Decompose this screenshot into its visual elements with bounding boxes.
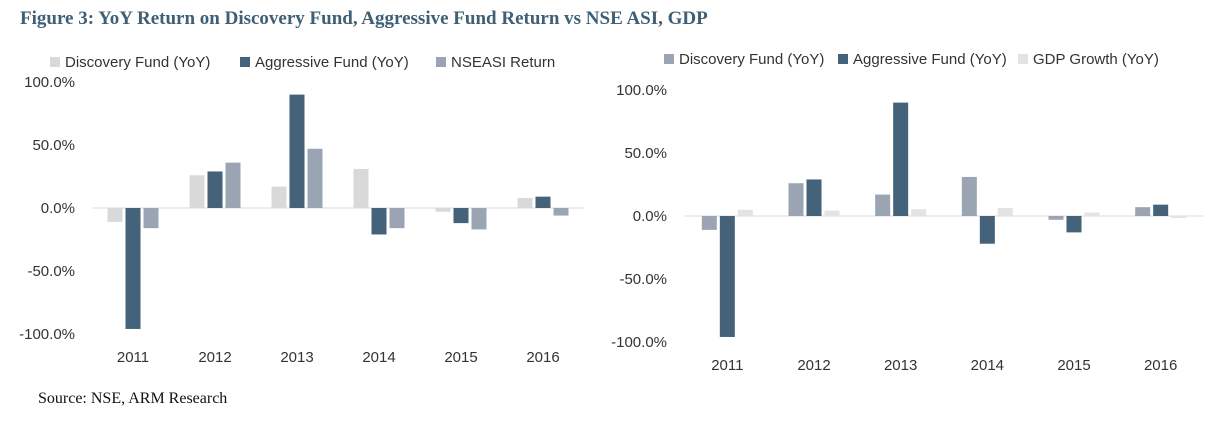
left-x-tick-label: 2012 xyxy=(198,349,231,366)
left-legend-swatch-3 xyxy=(436,57,446,67)
right-legend-swatch-1 xyxy=(664,54,674,64)
left-legend-label-1: Discovery Fund (YoY) xyxy=(65,54,210,71)
chart-right: Discovery Fund (YoY) Aggressive Fund (YoY… xyxy=(600,0,1209,380)
right-x-tick-label: 2011 xyxy=(711,357,743,374)
right-y-tick-label: 50.0% xyxy=(624,145,667,162)
left-bar-1-2016 xyxy=(517,197,533,208)
right-y-tick-label: 100.0% xyxy=(616,82,667,99)
right-y-tick-label: -50.0% xyxy=(619,271,667,288)
left-bar-1-2015 xyxy=(435,208,451,212)
right-bar-2-2011 xyxy=(719,216,735,337)
left-bar-3-2013 xyxy=(307,148,323,208)
right-bar-2-2016 xyxy=(1153,204,1169,216)
left-bar-2-2012 xyxy=(207,171,223,208)
right-bar-2-2012 xyxy=(806,179,822,216)
left-bar-3-2014 xyxy=(389,208,405,229)
left-bar-2-2014 xyxy=(371,208,387,235)
left-bar-2-2015 xyxy=(453,208,469,224)
right-y-tick-label: 0.0% xyxy=(633,208,667,225)
right-bar-1-2013 xyxy=(875,194,891,216)
left-bar-1-2014 xyxy=(353,168,369,208)
left-legend-label-3: NSEASI Return xyxy=(451,54,555,71)
chart-right-svg: Discovery Fund (YoY) Aggressive Fund (YoY… xyxy=(611,51,1204,374)
left-bar-3-2011 xyxy=(143,208,159,229)
right-bar-1-2016 xyxy=(1135,207,1151,216)
right-bar-3-2014 xyxy=(997,208,1013,216)
right-x-tick-label: 2015 xyxy=(1057,357,1090,374)
right-legend-label-3: GDP Growth (YoY) xyxy=(1033,51,1159,68)
right-bar-2-2014 xyxy=(979,216,995,244)
left-x-tick-label: 2016 xyxy=(526,349,559,366)
left-bar-2-2016 xyxy=(535,196,551,208)
right-legend-label-1: Discovery Fund (YoY) xyxy=(679,51,824,68)
chart-left: Discovery Fund (YoY) Aggressive Fund (YoY… xyxy=(0,0,600,380)
left-bar-2-2013 xyxy=(289,94,305,208)
right-bar-1-2014 xyxy=(961,176,977,216)
right-bar-3-2013 xyxy=(911,209,927,216)
right-bar-3-2016 xyxy=(1171,216,1187,219)
right-bar-1-2012 xyxy=(788,183,804,216)
left-legend-swatch-2 xyxy=(240,57,250,67)
figure-title: Figure 3: YoY Return on Discovery Fund, … xyxy=(20,8,708,29)
right-bar-2-2015 xyxy=(1066,216,1082,233)
source-note: Source: NSE, ARM Research xyxy=(38,390,228,407)
left-bar-3-2015 xyxy=(471,208,487,230)
left-y-tick-label: 0.0% xyxy=(41,200,75,217)
left-bar-3-2012 xyxy=(225,162,241,208)
right-bar-1-2015 xyxy=(1048,216,1064,220)
left-bar-1-2012 xyxy=(189,175,205,208)
right-x-tick-label: 2013 xyxy=(884,357,917,374)
left-bar-2-2011 xyxy=(125,208,141,329)
right-legend-swatch-2 xyxy=(838,54,848,64)
right-y-tick-label: -100.0% xyxy=(611,334,667,351)
left-legend-swatch-1 xyxy=(50,57,60,67)
left-legend-label-2: Aggressive Fund (YoY) xyxy=(255,54,409,71)
left-x-tick-label: 2013 xyxy=(280,349,313,366)
right-legend-swatch-3 xyxy=(1018,54,1028,64)
right-x-tick-label: 2012 xyxy=(797,357,830,374)
right-bar-3-2012 xyxy=(824,210,840,216)
right-bar-2-2013 xyxy=(893,102,909,216)
left-x-tick-label: 2015 xyxy=(444,349,477,366)
left-y-tick-label: 50.0% xyxy=(32,137,75,154)
left-y-tick-label: -50.0% xyxy=(27,263,75,280)
right-legend-label-2: Aggressive Fund (YoY) xyxy=(853,51,1007,68)
right-bar-3-2011 xyxy=(737,209,753,216)
left-x-tick-label: 2011 xyxy=(117,349,149,366)
left-bar-1-2013 xyxy=(271,186,287,208)
left-x-tick-label: 2014 xyxy=(362,349,395,366)
chart-left-svg: Discovery Fund (YoY) Aggressive Fund (YoY… xyxy=(19,54,584,366)
left-y-tick-label: -100.0% xyxy=(19,326,75,343)
right-x-tick-label: 2016 xyxy=(1144,357,1177,374)
left-y-tick-label: 100.0% xyxy=(24,74,75,91)
right-bar-3-2015 xyxy=(1084,212,1100,216)
right-bar-1-2011 xyxy=(701,216,717,230)
left-bar-3-2016 xyxy=(553,208,569,216)
left-bar-1-2011 xyxy=(107,208,123,222)
right-x-tick-label: 2014 xyxy=(971,357,1004,374)
